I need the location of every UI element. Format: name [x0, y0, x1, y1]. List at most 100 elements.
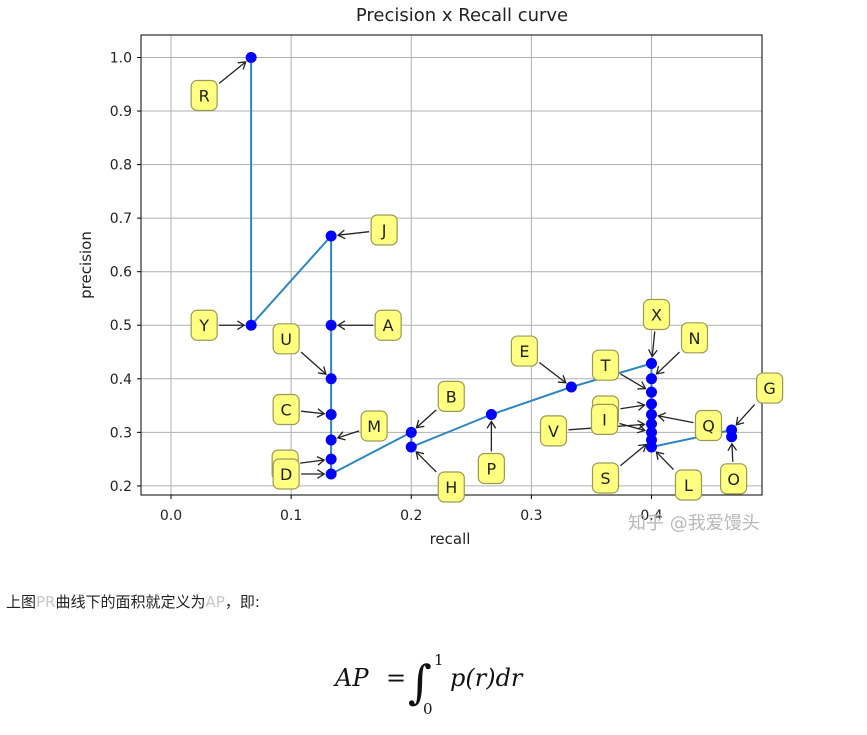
annotation-label: X — [651, 305, 662, 324]
y-tick-label: 0.8 — [110, 158, 132, 174]
annotation-box — [360, 410, 388, 442]
annotation-box — [272, 393, 300, 426]
ap-formula: AP = ∫ 1 0 p(r)dr — [333, 651, 524, 718]
annotation-box — [539, 415, 568, 447]
annotation-label: L — [684, 476, 693, 495]
annotation-box — [477, 452, 505, 485]
x-tick-label: 0.4 — [640, 508, 662, 524]
annotation-v: V — [539, 415, 646, 447]
annotation-arrow — [300, 351, 327, 375]
annotation-x: X — [642, 298, 671, 358]
annotation-p: P — [477, 420, 505, 485]
formula-lhs: AP — [333, 664, 369, 692]
annotation-y: Y — [190, 309, 246, 341]
annotation-b: B — [415, 380, 465, 429]
annotation-arrow — [655, 451, 674, 471]
annotation-arrow — [735, 404, 756, 426]
annotation-arrow — [651, 331, 656, 357]
data-point-r — [245, 51, 257, 63]
annotation-arrow — [620, 404, 645, 410]
annotation-arrow — [656, 351, 680, 375]
pr-curve-figure: Precision x Recall curve 0.0 0.1 0.2 0.3 0.4… — [77, 5, 784, 548]
annotation-arrowhead — [486, 420, 497, 429]
annotation-label: V — [548, 422, 559, 441]
data-point-n — [645, 373, 657, 385]
annotation-box — [591, 462, 620, 494]
annotation-c: C — [272, 393, 326, 426]
formula-lower: 0 — [423, 700, 433, 718]
annotation-box — [756, 372, 784, 404]
formula-equals: = — [386, 664, 406, 692]
y-tick-label: 0.7 — [110, 211, 132, 227]
data-point-k — [645, 398, 657, 410]
annotation-label: D — [280, 465, 292, 484]
annotation-arrow — [619, 422, 645, 432]
annotation-arrowhead — [727, 442, 738, 452]
annotation-e: E — [510, 335, 567, 384]
caption-middle: 曲线下的面积就定义为 — [55, 593, 206, 611]
annotation-arrow — [416, 409, 437, 429]
annotation-box — [190, 309, 218, 341]
annotation-arrowhead — [316, 408, 326, 418]
y-tick-label: 0.5 — [110, 318, 132, 334]
annotation-a: A — [336, 309, 402, 341]
annotation-label: P — [487, 460, 497, 479]
data-point-j — [325, 230, 337, 242]
annotation-arrowhead — [636, 401, 646, 411]
annotation-arrowhead — [415, 419, 425, 429]
annotation-label: Q — [702, 417, 715, 436]
annotation-arrowhead — [316, 456, 326, 466]
y-axis-title: precision — [77, 231, 95, 299]
chart-title: Precision x Recall curve — [356, 5, 568, 26]
data-point-e — [565, 381, 577, 393]
annotation-label: Y — [198, 316, 209, 335]
data-point-f — [325, 453, 337, 465]
data-point-h — [405, 441, 417, 453]
y-tick-label: 0.3 — [110, 425, 132, 441]
annotation-box — [190, 79, 218, 112]
annotation-arrowhead — [655, 366, 665, 375]
watermark: 知乎 @我爱馒头 — [628, 513, 760, 534]
y-tick-label: 0.4 — [110, 372, 132, 388]
annotation-arrowhead — [336, 229, 346, 240]
data-point-i — [645, 426, 657, 438]
annotation-box — [694, 409, 723, 442]
annotation-l: L — [655, 451, 703, 501]
annotation-j: J — [336, 214, 398, 246]
annotation-arrow — [538, 362, 567, 384]
annotation-arrow — [620, 443, 647, 467]
annotation-label: I — [602, 410, 607, 429]
annotation-s: S — [591, 443, 648, 494]
annotation-box — [590, 403, 619, 435]
data-point-l — [645, 441, 657, 453]
annotation-arrowhead — [655, 451, 665, 460]
annotation-arrow — [415, 451, 437, 473]
annotation-arrow — [300, 459, 325, 464]
data-point-x — [645, 357, 657, 369]
annotation-box — [272, 323, 300, 355]
annotation-g: G — [735, 372, 784, 426]
x-tick-label: 0.3 — [520, 508, 542, 524]
annotation-box — [720, 463, 748, 495]
annotation-label: G — [763, 379, 775, 398]
caption-suffix: ，即: — [224, 593, 260, 611]
caption: 上图PR曲线下的面积就定义为AP，即: — [6, 591, 260, 612]
annotation-label: J — [381, 221, 387, 240]
annotation-label: R — [199, 86, 210, 105]
annotation-label: O — [727, 470, 740, 489]
x-tick-label: 0.2 — [400, 508, 422, 524]
annotation-label: M — [367, 417, 381, 436]
caption-prefix: 上图 — [6, 593, 37, 611]
formula-upper: 1 — [434, 651, 444, 669]
annotation-box — [674, 469, 703, 501]
annotation-arrowhead — [637, 420, 646, 430]
annotation-u: U — [272, 323, 327, 375]
annotation-m: M — [336, 410, 388, 442]
annotation-arrow — [620, 373, 646, 390]
annotation-label: B — [446, 387, 457, 406]
point-annotations: RYJAUCMFDBHPEXNTKQVISLGO — [190, 61, 784, 503]
annotation-box — [680, 322, 709, 354]
annotation-arrow — [338, 231, 370, 236]
formula-integral: ∫ — [408, 655, 432, 709]
annotation-box — [510, 335, 538, 367]
